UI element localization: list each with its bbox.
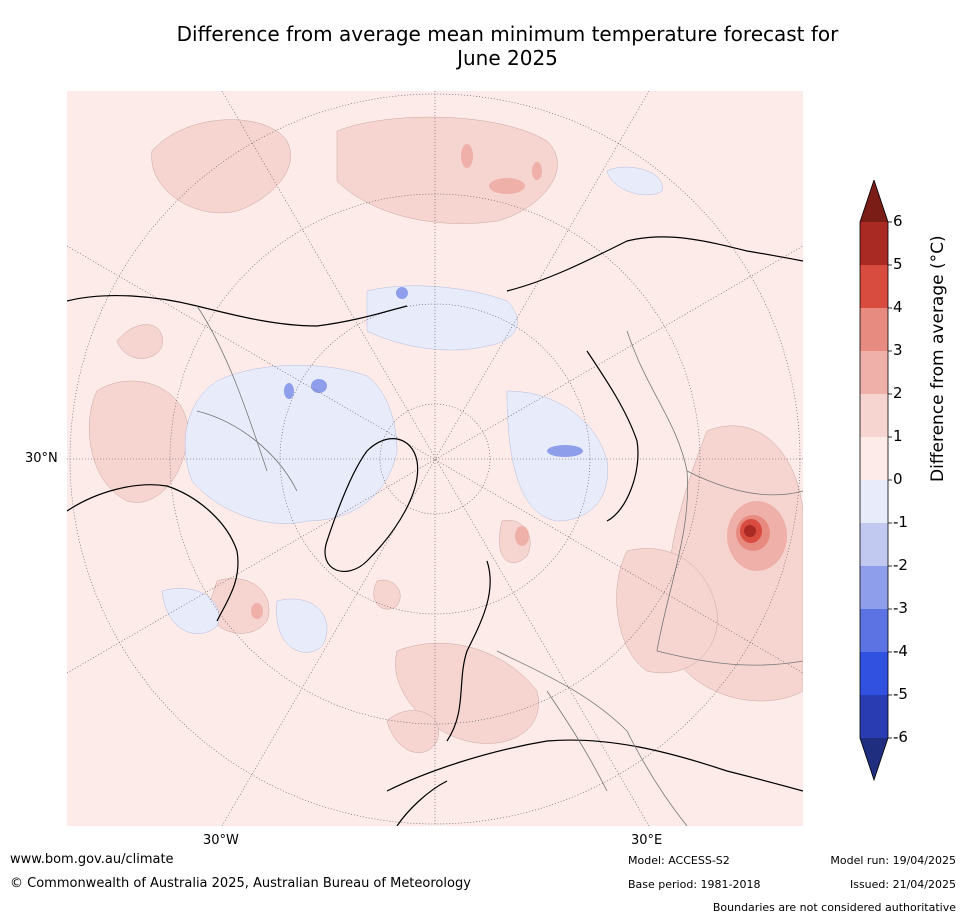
lon-label-30e: 30°E (631, 833, 663, 848)
colorbar-tick-label: -1 (893, 513, 908, 531)
colorbar-tick-label: 2 (893, 384, 903, 402)
colorbar-segment (860, 609, 888, 652)
footer-disclaimer: Boundaries are not considered authoritat… (712, 901, 956, 914)
warm-anomaly-areas (88, 116, 803, 753)
lat-label-30n: 30°N (25, 451, 58, 466)
colorbar-tick-label: 0 (893, 470, 903, 488)
colorbar-arrow-bottom (860, 738, 888, 780)
colorbar-tick-label: -2 (893, 556, 908, 574)
colorbar-tick-label: 3 (893, 341, 903, 359)
map-title: Difference from average mean minimum tem… (60, 22, 955, 70)
baikal-hotspot (727, 501, 787, 571)
colorbar (859, 180, 892, 782)
colorbar-segment (860, 351, 888, 394)
anomaly-map (67, 91, 803, 826)
graticule (67, 91, 803, 826)
footer-model: Model: ACCESS-S2 (628, 854, 730, 867)
colorbar-tick-label: -3 (893, 599, 908, 617)
title-line-1: Difference from average mean minimum tem… (176, 22, 839, 46)
colorbar-tick-label: 5 (893, 255, 903, 273)
footer-base-period: Base period: 1981-2018 (628, 878, 761, 891)
footer-model-run: Model run: 19/04/2025 (830, 854, 956, 867)
footer-issued: Issued: 21/04/2025 (849, 878, 956, 891)
colorbar-segment (860, 308, 888, 351)
lon-label-30w: 30°W (203, 833, 239, 848)
footer-url: www.bom.gov.au/climate (10, 852, 174, 867)
colorbar-segment (860, 394, 888, 437)
country-borders (196, 305, 803, 826)
colorbar-segment (860, 652, 888, 695)
colorbar-tick-label: -5 (893, 685, 908, 703)
colorbar-segment (860, 265, 888, 308)
colorbar-tick-label: 6 (893, 212, 903, 230)
colorbar-segment (860, 480, 888, 523)
colorbar-segment (860, 222, 888, 265)
colorbar-tick-label: 4 (893, 298, 903, 316)
map-panel (67, 91, 803, 826)
coastlines (67, 236, 803, 826)
colorbar-tick-label: -6 (893, 728, 908, 746)
colorbar-label: Difference from average (°C) (928, 235, 948, 482)
moderate-warm-areas (251, 144, 542, 619)
colorbar-segment (860, 566, 888, 609)
footer-copyright: © Commonwealth of Australia 2025, Austra… (10, 876, 471, 891)
colorbar-segment (860, 695, 888, 738)
strong-cool-areas (284, 287, 583, 457)
colorbar-segment (860, 523, 888, 566)
title-line-2: June 2025 (457, 46, 558, 70)
colorbar-tick-label: -4 (893, 642, 908, 660)
colorbar-segment (860, 437, 888, 480)
colorbar-tick-label: 1 (893, 427, 903, 445)
colorbar-arrow-top (860, 180, 888, 222)
